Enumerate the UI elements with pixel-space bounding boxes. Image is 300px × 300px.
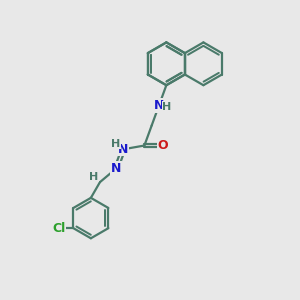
Text: H: H <box>111 139 120 149</box>
Text: O: O <box>157 139 168 152</box>
Text: Cl: Cl <box>52 222 65 235</box>
Text: H: H <box>89 172 99 182</box>
Text: H: H <box>162 102 171 112</box>
Text: N: N <box>118 143 128 156</box>
Text: N: N <box>111 162 122 175</box>
Text: N: N <box>154 99 164 112</box>
